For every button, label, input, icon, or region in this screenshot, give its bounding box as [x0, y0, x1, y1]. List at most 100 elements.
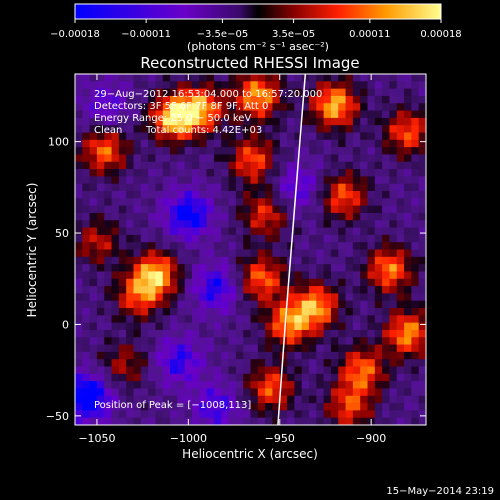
heatmap-cell — [126, 256, 134, 265]
heatmap-cell — [360, 110, 368, 119]
heatmap-cell — [126, 286, 134, 294]
heatmap-cell — [228, 169, 237, 177]
heatmap-cell — [396, 381, 405, 389]
heatmap-cell — [155, 366, 164, 375]
heatmap-cell — [235, 169, 244, 177]
heatmap-cell — [257, 95, 266, 104]
annotation-peak-position: Position of Peak = [−1008,113] — [94, 400, 251, 411]
heatmap-cell — [126, 315, 134, 323]
heatmap-cell — [228, 249, 237, 258]
heatmap-cell — [367, 227, 376, 236]
heatmap-cell — [389, 212, 398, 221]
heatmap-cell — [82, 271, 90, 280]
heatmap-cell — [213, 286, 222, 294]
heatmap-cell — [184, 300, 193, 309]
heatmap-cell — [411, 293, 419, 301]
heatmap-cell — [360, 286, 368, 294]
heatmap-cell — [89, 249, 98, 258]
heatmap-cell — [206, 388, 215, 397]
heatmap-cell — [250, 315, 259, 323]
heatmap-cell — [257, 256, 266, 265]
heatmap-cell — [389, 191, 398, 199]
heatmap-cell — [382, 88, 390, 97]
heatmap-cell — [155, 322, 164, 331]
heatmap-cell — [404, 410, 412, 418]
heatmap-cell — [367, 271, 376, 280]
heatmap-cell — [235, 249, 244, 258]
heatmap-cell — [235, 110, 244, 119]
heatmap-cell — [235, 191, 244, 199]
heatmap-cell — [309, 176, 317, 184]
heatmap-cell — [287, 191, 295, 199]
heatmap-cell — [96, 271, 105, 280]
heatmap-cell — [96, 88, 105, 97]
heatmap-cell — [272, 110, 281, 119]
heatmap-cell — [235, 88, 244, 97]
heatmap-cell — [265, 381, 273, 389]
heatmap-cell — [323, 176, 332, 184]
heatmap-cell — [111, 300, 120, 309]
heatmap-cell — [396, 176, 405, 184]
heatmap-cell — [294, 351, 302, 360]
heatmap-cell — [382, 359, 390, 367]
heatmap-cell — [287, 234, 295, 243]
heatmap-cell — [206, 351, 215, 360]
heatmap-cell — [148, 395, 156, 404]
heatmap-cell — [294, 103, 302, 111]
heatmap-cell — [330, 205, 339, 214]
heatmap-cell — [199, 249, 207, 258]
heatmap-cell — [104, 220, 112, 228]
heatmap-cell — [309, 154, 317, 163]
heatmap-cell — [323, 373, 332, 382]
heatmap-cell — [199, 359, 207, 367]
heatmap-cell — [396, 110, 405, 119]
heatmap-cell — [199, 256, 207, 265]
heatmap-cell — [75, 373, 83, 382]
heatmap-cell — [309, 139, 317, 148]
heatmap-cell — [89, 308, 98, 316]
heatmap-cell — [374, 110, 383, 119]
heatmap-cell — [118, 249, 127, 258]
heatmap-cell — [104, 110, 112, 119]
heatmap-cell — [396, 388, 405, 397]
heatmap-cell — [213, 264, 222, 272]
heatmap-cell — [301, 198, 310, 206]
heatmap-cell — [367, 139, 376, 148]
heatmap-cell — [374, 117, 383, 126]
heatmap-cell — [279, 220, 288, 228]
heatmap-cell — [89, 242, 98, 250]
heatmap-cell — [389, 403, 398, 411]
heatmap-cell — [250, 256, 259, 265]
heatmap-cell — [155, 293, 164, 301]
heatmap-cell — [345, 373, 354, 382]
heatmap-cell — [411, 183, 419, 192]
heatmap-cell — [96, 403, 105, 411]
heatmap-cell — [352, 74, 361, 82]
heatmap-cell — [338, 278, 346, 287]
heatmap-cell — [374, 154, 383, 163]
heatmap-cell — [338, 176, 346, 184]
heatmap-cell — [323, 139, 332, 148]
heatmap-cell — [257, 183, 266, 192]
heatmap-cell — [294, 381, 302, 389]
heatmap-cell — [89, 132, 98, 141]
heatmap-cell — [316, 139, 324, 148]
heatmap-cell — [389, 176, 398, 184]
heatmap-cell — [177, 395, 185, 404]
heatmap-cell — [396, 351, 405, 360]
heatmap-cell — [148, 161, 156, 170]
heatmap-cell — [374, 220, 383, 228]
heatmap-cell — [170, 329, 178, 338]
heatmap-cell — [396, 373, 405, 382]
heatmap-cell — [126, 74, 134, 82]
heatmap-cell — [323, 264, 332, 272]
heatmap-cell — [235, 198, 244, 206]
heatmap-cell — [272, 212, 281, 221]
heatmap-cell — [206, 147, 215, 155]
heatmap-cell — [389, 271, 398, 280]
heatmap-cell — [265, 242, 273, 250]
heatmap-cell — [82, 103, 90, 111]
heatmap-cell — [235, 147, 244, 155]
heatmap-cell — [374, 403, 383, 411]
